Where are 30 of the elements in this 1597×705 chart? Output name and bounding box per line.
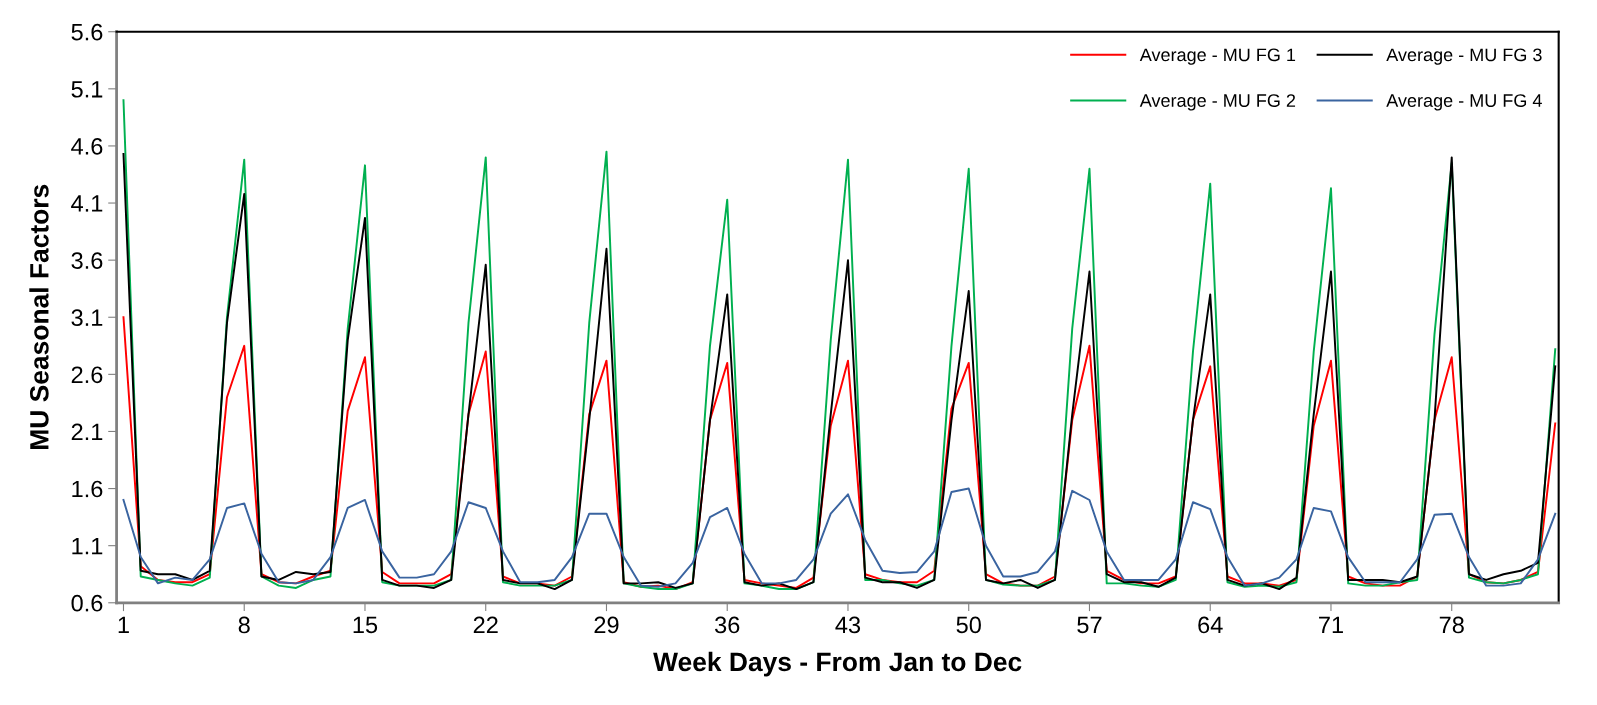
x-tick-label: 71 — [1319, 616, 1343, 634]
x-tick-label: 22 — [473, 616, 498, 634]
x-tick-label: 1 — [118, 616, 129, 634]
y-tick-label: 4.1 — [71, 195, 103, 212]
y-tick-label: 2.6 — [71, 366, 103, 384]
y-tick-label: 5.6 — [71, 23, 103, 41]
y-tick-label: 1.1 — [72, 537, 103, 555]
x-tick-label: 64 — [1198, 616, 1223, 634]
x-axis-title: Week Days - From Jan to Dec — [653, 651, 1022, 677]
line-series — [122, 487, 1557, 588]
x-tick-label: 8 — [238, 616, 250, 634]
y-tick-label: 4.6 — [71, 138, 103, 155]
legend-label: Average - MU FG 2 — [1139, 94, 1296, 111]
x-tick-label: 36 — [715, 616, 740, 634]
x-tick-label: 43 — [835, 616, 861, 634]
legend-label: Average - MU FG 1 — [1139, 48, 1296, 65]
y-tick-label: 3.1 — [71, 309, 103, 327]
x-tick-label: 57 — [1077, 616, 1102, 634]
legend-label: Average - MU FG 3 — [1386, 48, 1542, 65]
x-tick-label: 78 — [1439, 616, 1464, 634]
y-tick-label: 3.6 — [71, 252, 103, 269]
y-axis-title: MU Seasonal Factors — [29, 184, 49, 449]
x-tick-label: 29 — [594, 616, 619, 634]
y-tick-label: 2.1 — [71, 423, 103, 441]
y-tick-label: 0.6 — [71, 594, 103, 612]
y-tick-label: 5.1 — [71, 81, 103, 98]
y-tick-label: 1.6 — [72, 480, 103, 498]
x-tick-label: 15 — [353, 616, 378, 634]
x-tick-label: 50 — [956, 616, 981, 634]
legend-label: Average - MU FG 4 — [1386, 94, 1542, 111]
